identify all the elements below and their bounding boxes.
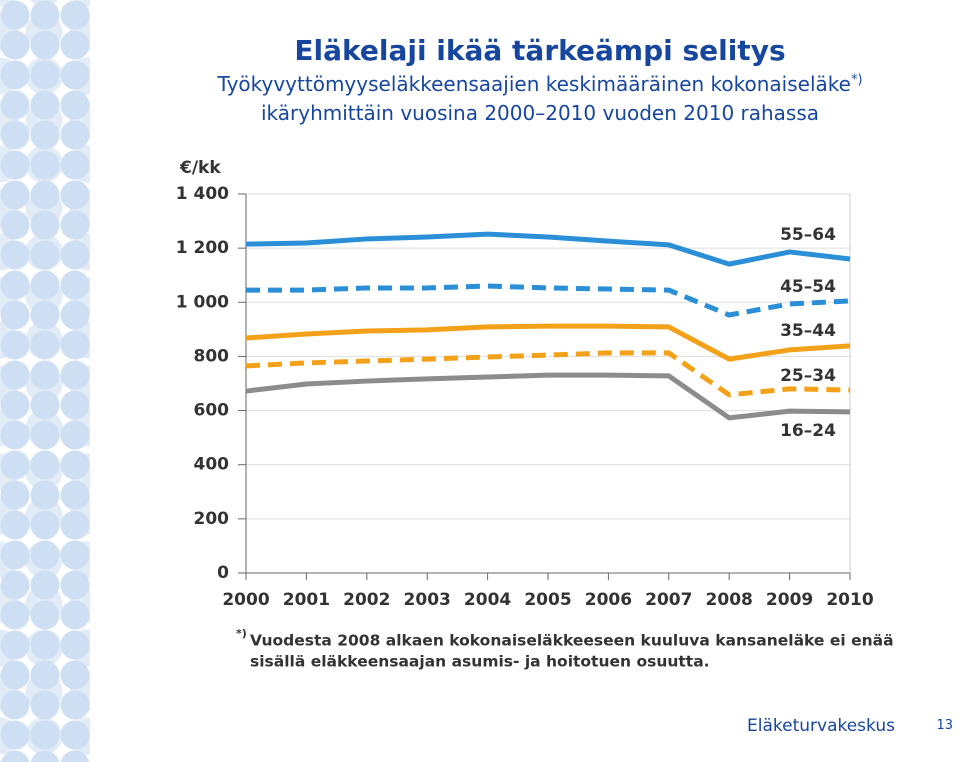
- x-tick-label: 2006: [585, 590, 632, 610]
- x-tick-label: 2007: [645, 590, 692, 610]
- y-tick-label: 600: [194, 401, 230, 421]
- series-label: 25–34: [780, 366, 836, 386]
- series-line: [246, 283, 851, 318]
- y-tick-label: 1 200: [176, 238, 229, 258]
- series-line: [245, 372, 851, 421]
- y-tick-label: 1 400: [176, 184, 229, 204]
- subtitle-note: *): [850, 72, 863, 88]
- series-line: [245, 350, 851, 398]
- subtitle-line: ikäryhmittäin vuosina 2000–2010 vuoden 2…: [260, 101, 820, 125]
- subtitle: Työkyvyttömyyseläkkeensaajien keskimäärä…: [140, 72, 940, 96]
- subtitle-line: Työkyvyttömyyseläkkeensaajien keskimäärä…: [217, 72, 851, 96]
- y-tick-label: 800: [194, 346, 230, 366]
- organization: Eläketurvakeskus: [747, 716, 895, 736]
- x-tick-label: 2001: [283, 590, 330, 610]
- footnote-marker: *): [236, 627, 247, 640]
- series-line: [245, 323, 851, 362]
- x-tick-label: 2005: [524, 590, 571, 610]
- title: Eläkelaji ikää tärkeämpi selitys: [294, 34, 786, 67]
- footnote: Vuodesta 2008 alkaen kokonaiseläkkeeseen…: [250, 632, 894, 650]
- y-tick-label: 0: [217, 563, 229, 583]
- y-tick-label: 1 000: [176, 292, 229, 312]
- series-label: 35–44: [780, 321, 836, 341]
- chart: €/kk *) Vuodesta 2008 alkaen kokonaiselä…: [176, 158, 894, 671]
- series-line: [245, 231, 851, 267]
- y-tick-label: 400: [194, 455, 230, 475]
- x-tick-label: 2008: [706, 590, 753, 610]
- x-tick-label: 2002: [343, 590, 390, 610]
- series-label: 45–54: [780, 277, 836, 297]
- series-label: 55–64: [780, 225, 836, 245]
- page-number: 13: [936, 718, 953, 733]
- footnote: sisällä eläkkeensaajan asumis- ja hoitot…: [250, 653, 710, 671]
- x-tick-label: 2000: [222, 590, 269, 610]
- y-axis-label: €/kk: [179, 158, 221, 178]
- x-tick-label: 2010: [826, 590, 873, 610]
- x-tick-label: 2004: [464, 590, 511, 610]
- decoration: [0, 0, 90, 762]
- series-label: 16–24: [780, 421, 836, 441]
- x-tick-label: 2003: [404, 590, 451, 610]
- x-tick-label: 2009: [766, 590, 813, 610]
- y-tick-label: 200: [194, 509, 230, 529]
